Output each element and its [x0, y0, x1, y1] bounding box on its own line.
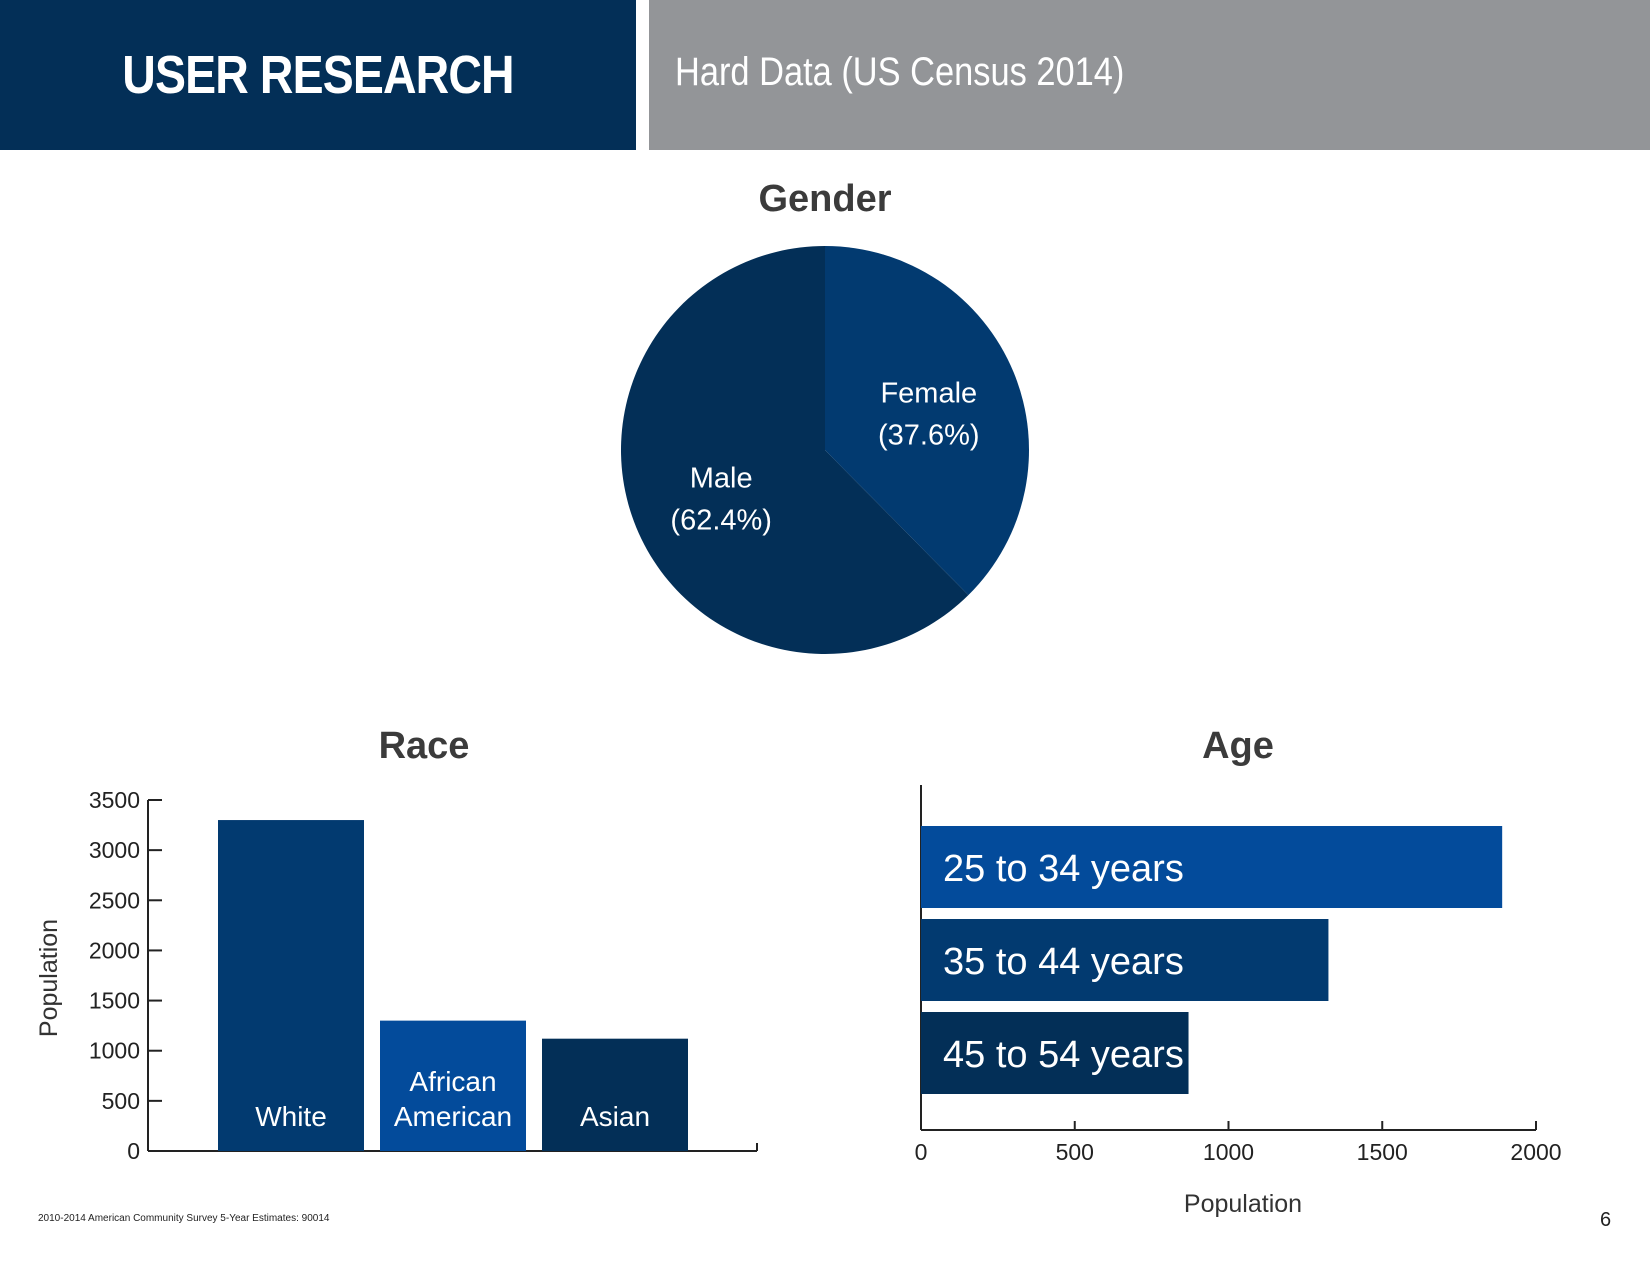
race-y-tick-label: 2000 [89, 937, 140, 963]
age-x-tick-label: 1500 [1357, 1139, 1408, 1165]
gender-pie-chart: Gender Female (37.6%) Male (62.4%) [620, 178, 1029, 654]
page-title: USER RESEARCH [122, 45, 514, 105]
race-y-tick-label: 0 [127, 1138, 140, 1164]
race-y-tick-label: 500 [102, 1088, 140, 1114]
age-bar [921, 919, 1329, 1001]
age-bar [921, 1012, 1189, 1094]
age-bar-label: 45 to 54 years [943, 1034, 1184, 1076]
race-y-tick-label: 3500 [89, 787, 140, 813]
pie-value-female: (37.6%) [878, 419, 980, 451]
pie-value-male: (62.4%) [670, 505, 772, 537]
age-bar-chart: Age Population 0 500 1000 1500 2000 25 to 34 … [915, 725, 1562, 1218]
race-chart-title: Race [379, 725, 470, 767]
race-bar-label: Asian [580, 1101, 650, 1132]
race-bar [380, 1020, 526, 1151]
race-y-axis-label: Population [35, 919, 63, 1037]
race-y-tick-label: 1000 [89, 1038, 140, 1064]
race-y-tick-label: 1500 [89, 988, 140, 1014]
page-number: 6 [1600, 1209, 1612, 1231]
age-bar-label: 25 to 34 years [943, 848, 1184, 890]
pie-slice-male [620, 246, 969, 654]
age-x-tick-label: 0 [915, 1139, 928, 1165]
race-bar [218, 820, 364, 1151]
page-subtitle: Hard Data (US Census 2014) [675, 50, 1125, 94]
race-bar [542, 1038, 688, 1151]
race-bar-label: White [255, 1101, 327, 1132]
age-chart-title: Age [1202, 725, 1274, 767]
header-subtitle-band [649, 0, 1650, 150]
race-bar-label: African [409, 1066, 496, 1097]
age-x-tick-label: 500 [1056, 1139, 1094, 1165]
age-bar-label: 35 to 44 years [943, 941, 1184, 983]
race-bar-label: American [394, 1101, 512, 1132]
age-x-tick-label: 1000 [1203, 1139, 1254, 1165]
race-bar-chart: Race Population 0 500 1000 1500 2000 2500 3000… [35, 725, 758, 1164]
age-x-axis-label: Population [1184, 1190, 1302, 1218]
race-y-tick-label: 2500 [89, 887, 140, 913]
race-y-tick-label: 3000 [89, 837, 140, 863]
header-title-band [0, 0, 636, 150]
source-note: 2010-2014 American Community Survey 5-Ye… [38, 1213, 330, 1224]
age-x-tick-label: 2000 [1510, 1139, 1561, 1165]
gender-chart-title: Gender [758, 178, 891, 220]
age-bar [921, 826, 1503, 908]
pie-label-male: Male [690, 463, 753, 495]
pie-label-female: Female [880, 377, 977, 409]
pie-slice-female [825, 246, 1029, 596]
